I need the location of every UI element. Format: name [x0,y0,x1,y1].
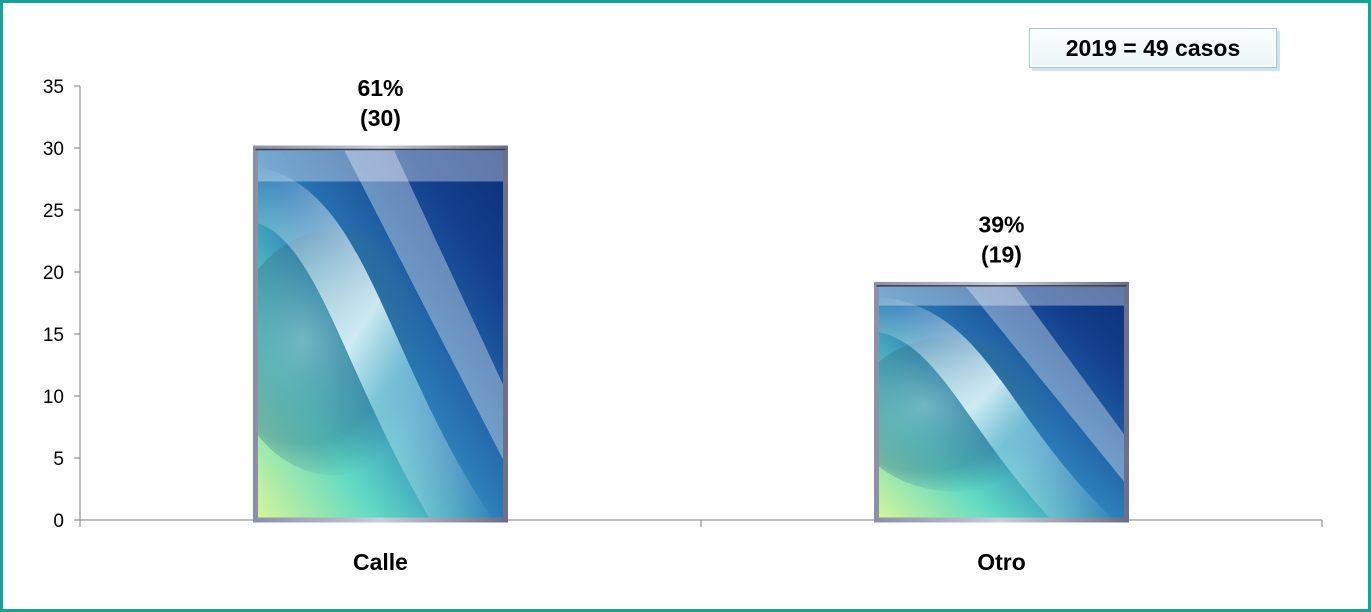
y-tick-label: 35 [43,77,64,98]
case-count-text: 2019 = 49 casos [1065,34,1241,61]
bars [253,145,1129,523]
y-axis-ticks: 0 5 10 15 20 25 30 35 [43,77,80,532]
x-axis-ticks [79,520,1323,527]
y-tick-label: 25 [43,201,64,222]
x-category-label: Calle [353,549,408,575]
y-tick-label: 0 [53,511,64,532]
category-labels: Calle Otro [353,549,1026,575]
bar-calle [253,145,508,523]
y-tick-label: 15 [43,325,64,346]
data-label-percent: 39% [978,211,1024,237]
y-tick-label: 10 [43,387,64,408]
case-count-annotation: 2019 = 49 casos [1029,28,1277,68]
bar-texture [255,148,506,520]
bar-frame [874,281,1129,523]
bar-texture [876,284,1127,520]
bar-frame [253,145,508,523]
data-label-percent: 61% [357,75,403,101]
data-labels: 61% (30) 39% (19) [357,75,1024,267]
y-tick-label: 20 [43,263,64,284]
bar-otro [874,281,1129,523]
y-tick-label: 30 [43,139,64,160]
data-label-count: (30) [360,105,401,131]
data-label-count: (19) [981,241,1022,267]
y-tick-label: 5 [53,449,64,470]
x-category-label: Otro [977,549,1026,575]
